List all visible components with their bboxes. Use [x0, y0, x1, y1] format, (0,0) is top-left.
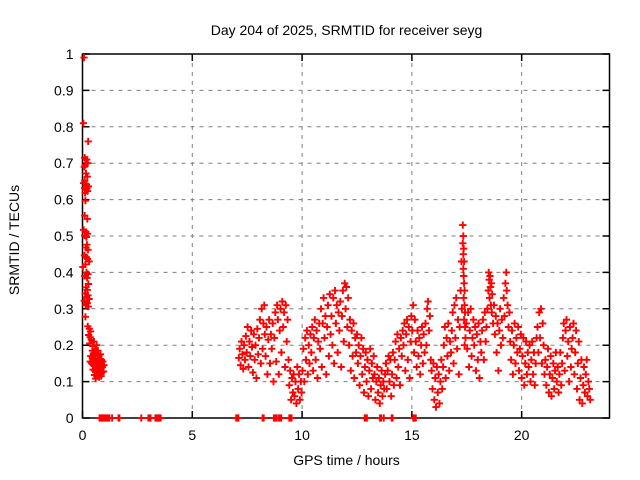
x-tick-label: 5 [188, 427, 196, 443]
x-tick-label: 15 [404, 427, 420, 443]
x-tick-label: 0 [79, 427, 87, 443]
x-tick-label: 20 [514, 427, 530, 443]
y-tick-label: 0.4 [54, 264, 74, 280]
y-tick-label: 0.3 [54, 301, 74, 317]
x-tick-label: 10 [294, 427, 310, 443]
y-tick-label: 0.6 [54, 192, 74, 208]
y-tick-label: 0 [66, 410, 74, 426]
y-tick-label: 0.1 [54, 374, 74, 390]
y-tick-label: 0.2 [54, 337, 74, 353]
y-tick-label: 1 [66, 46, 74, 62]
y-tick-label: 0.5 [54, 228, 74, 244]
chart-title: Day 204 of 2025, SRMTID for receiver sey… [210, 22, 483, 38]
y-tick-label: 0.9 [54, 82, 74, 98]
scatter-points-srmtid [79, 54, 594, 422]
y-tick-label: 0.7 [54, 155, 74, 171]
x-axis-label: GPS time / hours [293, 452, 400, 468]
y-tick-label: 0.8 [54, 119, 74, 135]
